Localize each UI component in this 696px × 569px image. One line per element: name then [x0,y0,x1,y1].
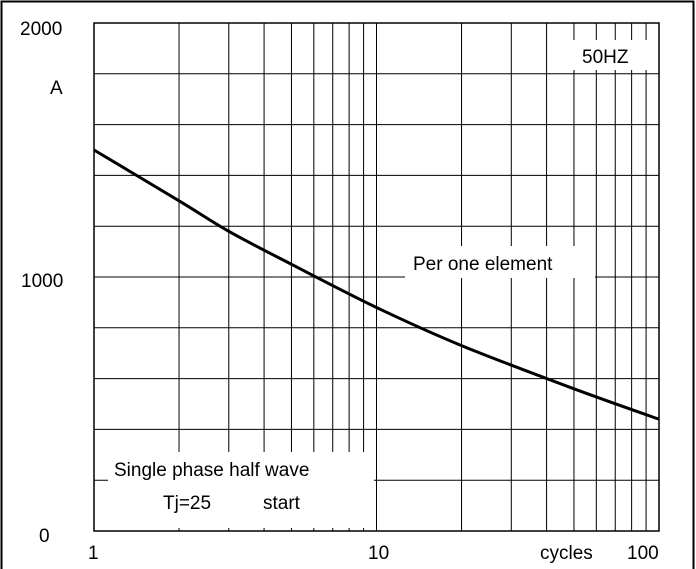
element-label-bg [405,246,595,278]
condition-label-tj: Tj=25 [163,493,211,514]
frequency-label: 50HZ [582,47,629,68]
y-axis-unit-label: A [50,78,63,99]
x-axis-unit-label: cycles [540,543,593,564]
plot-border [93,22,660,532]
x-axis-labels: 1 10 cycles 100 [88,543,659,564]
condition-label-bg [108,452,374,528]
condition-label-line1: Single phase half wave [114,460,309,481]
curve-layer [93,148,660,421]
x-tick-label-1: 1 [88,543,99,564]
frequency-label-bg [572,40,656,70]
y-tick-label-0: 0 [39,526,50,547]
y-tick-label-2000: 2000 [20,19,62,40]
x-tick-label-100: 100 [627,543,659,564]
x-tick-label-10: 10 [368,543,389,564]
y-tick-label-1000: 1000 [21,271,63,292]
condition-label-start: start [263,493,301,514]
surge-current-curve [93,148,660,421]
element-label: Per one element [413,254,553,275]
y-axis-labels: 2000 A 1000 0 [20,19,63,547]
